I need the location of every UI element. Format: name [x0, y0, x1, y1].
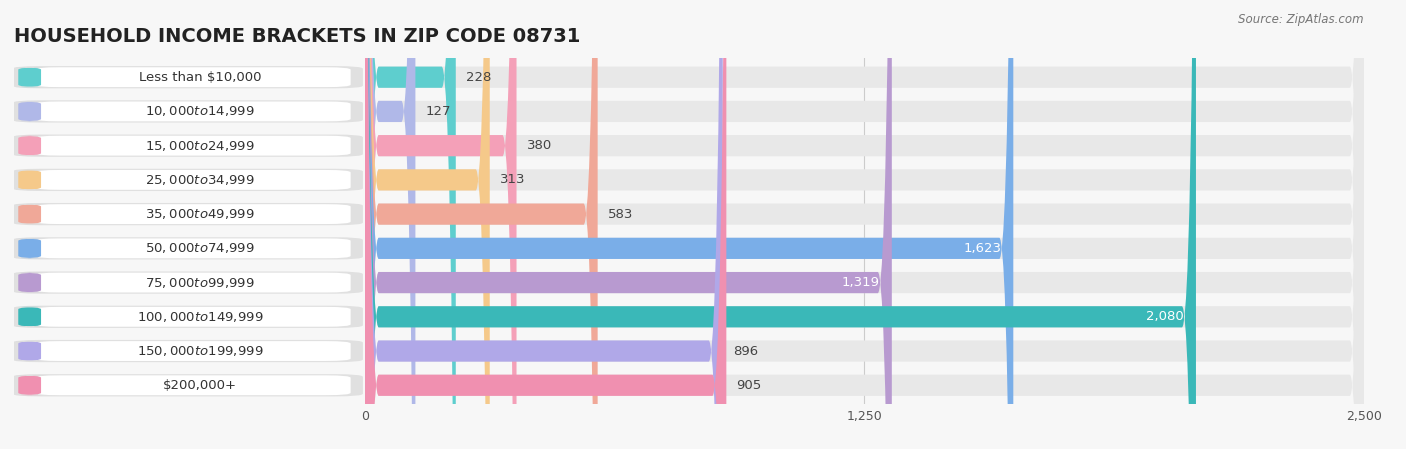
- Text: $15,000 to $24,999: $15,000 to $24,999: [145, 139, 254, 153]
- Text: 583: 583: [607, 207, 633, 220]
- FancyBboxPatch shape: [13, 306, 363, 328]
- Text: 228: 228: [465, 70, 491, 84]
- Text: 1,319: 1,319: [842, 276, 880, 289]
- FancyBboxPatch shape: [364, 0, 1014, 449]
- FancyBboxPatch shape: [13, 272, 363, 294]
- Text: $150,000 to $199,999: $150,000 to $199,999: [136, 344, 263, 358]
- FancyBboxPatch shape: [364, 0, 1197, 449]
- FancyBboxPatch shape: [364, 0, 891, 449]
- FancyBboxPatch shape: [364, 0, 489, 449]
- Text: Source: ZipAtlas.com: Source: ZipAtlas.com: [1239, 13, 1364, 26]
- FancyBboxPatch shape: [13, 169, 363, 191]
- FancyBboxPatch shape: [13, 374, 363, 396]
- FancyBboxPatch shape: [17, 238, 42, 258]
- Text: $75,000 to $99,999: $75,000 to $99,999: [145, 276, 254, 290]
- FancyBboxPatch shape: [13, 135, 363, 157]
- Text: $35,000 to $49,999: $35,000 to $49,999: [145, 207, 254, 221]
- Text: $25,000 to $34,999: $25,000 to $34,999: [145, 173, 254, 187]
- FancyBboxPatch shape: [364, 0, 415, 449]
- FancyBboxPatch shape: [17, 307, 42, 327]
- FancyBboxPatch shape: [35, 307, 350, 327]
- FancyBboxPatch shape: [13, 66, 363, 88]
- Text: $10,000 to $14,999: $10,000 to $14,999: [145, 105, 254, 119]
- FancyBboxPatch shape: [364, 0, 727, 449]
- FancyBboxPatch shape: [17, 375, 42, 395]
- FancyBboxPatch shape: [35, 67, 350, 87]
- FancyBboxPatch shape: [364, 0, 516, 449]
- FancyBboxPatch shape: [364, 0, 1364, 449]
- FancyBboxPatch shape: [364, 0, 1364, 449]
- FancyBboxPatch shape: [35, 136, 350, 156]
- FancyBboxPatch shape: [364, 0, 1364, 449]
- FancyBboxPatch shape: [364, 0, 1364, 449]
- FancyBboxPatch shape: [17, 136, 42, 156]
- FancyBboxPatch shape: [364, 0, 1364, 449]
- FancyBboxPatch shape: [17, 170, 42, 190]
- Text: Less than $10,000: Less than $10,000: [139, 70, 262, 84]
- Text: 905: 905: [737, 379, 762, 392]
- FancyBboxPatch shape: [13, 237, 363, 260]
- FancyBboxPatch shape: [17, 341, 42, 361]
- FancyBboxPatch shape: [17, 67, 42, 87]
- FancyBboxPatch shape: [35, 101, 350, 121]
- FancyBboxPatch shape: [364, 0, 1364, 449]
- FancyBboxPatch shape: [364, 0, 1364, 449]
- FancyBboxPatch shape: [35, 273, 350, 292]
- FancyBboxPatch shape: [35, 375, 350, 395]
- FancyBboxPatch shape: [35, 170, 350, 190]
- Text: 127: 127: [426, 105, 451, 118]
- FancyBboxPatch shape: [13, 203, 363, 225]
- FancyBboxPatch shape: [364, 0, 723, 449]
- FancyBboxPatch shape: [364, 0, 1364, 449]
- Text: 313: 313: [499, 173, 526, 186]
- Text: $50,000 to $74,999: $50,000 to $74,999: [145, 242, 254, 255]
- Text: 1,623: 1,623: [963, 242, 1001, 255]
- Text: HOUSEHOLD INCOME BRACKETS IN ZIP CODE 08731: HOUSEHOLD INCOME BRACKETS IN ZIP CODE 08…: [14, 27, 581, 46]
- FancyBboxPatch shape: [13, 340, 363, 362]
- Text: $100,000 to $149,999: $100,000 to $149,999: [136, 310, 263, 324]
- FancyBboxPatch shape: [17, 101, 42, 121]
- Text: $200,000+: $200,000+: [163, 379, 236, 392]
- Text: 896: 896: [733, 344, 758, 357]
- FancyBboxPatch shape: [17, 204, 42, 224]
- FancyBboxPatch shape: [35, 204, 350, 224]
- FancyBboxPatch shape: [364, 0, 1364, 449]
- FancyBboxPatch shape: [35, 238, 350, 258]
- FancyBboxPatch shape: [13, 100, 363, 123]
- FancyBboxPatch shape: [364, 0, 598, 449]
- Text: 380: 380: [526, 139, 551, 152]
- FancyBboxPatch shape: [35, 341, 350, 361]
- FancyBboxPatch shape: [364, 0, 1364, 449]
- Text: 2,080: 2,080: [1146, 310, 1184, 323]
- FancyBboxPatch shape: [364, 0, 456, 449]
- FancyBboxPatch shape: [17, 273, 42, 292]
